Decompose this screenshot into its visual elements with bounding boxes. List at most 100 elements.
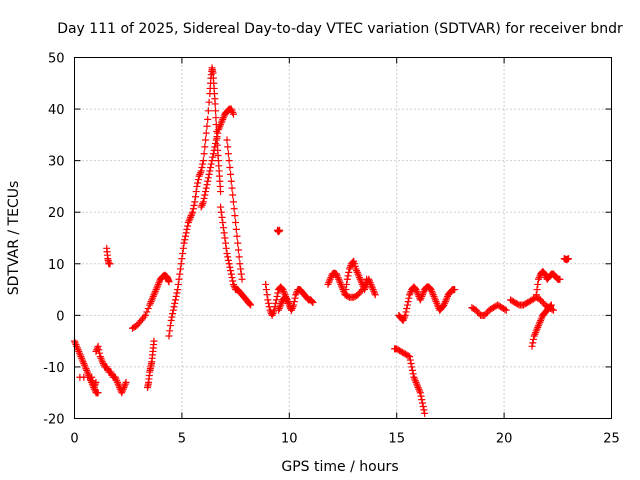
data-point: [198, 201, 206, 209]
series-arc-h: [197, 105, 237, 211]
data-point: [223, 249, 231, 257]
data-point: [546, 303, 554, 311]
data-point: [216, 122, 224, 130]
data-point: [210, 146, 218, 154]
data-point: [345, 265, 353, 273]
data-point: [92, 378, 100, 386]
data-point: [204, 107, 212, 115]
data-point: [209, 153, 217, 161]
series-arc-s: [560, 255, 573, 264]
data-point: [174, 280, 182, 288]
data-point: [209, 150, 217, 158]
data-point: [72, 341, 80, 349]
data-point: [79, 358, 87, 366]
data-point: [146, 301, 154, 309]
data-point: [94, 342, 102, 350]
data-point: [413, 382, 421, 390]
x-tick-label: 15: [388, 432, 405, 447]
x-tick-label: 5: [178, 432, 186, 447]
data-point: [277, 301, 285, 309]
data-point: [442, 296, 450, 304]
data-point: [172, 292, 180, 300]
data-point: [154, 280, 162, 288]
data-point: [113, 377, 121, 385]
data-point: [73, 344, 81, 352]
data-point: [413, 380, 421, 388]
data-point: [430, 292, 438, 300]
data-point: [277, 299, 285, 307]
data-point: [165, 278, 173, 286]
data-point: [226, 164, 234, 172]
data-point: [203, 122, 211, 130]
data-point: [276, 226, 284, 234]
data-point: [88, 373, 96, 381]
data-point: [404, 298, 412, 306]
data-point: [411, 377, 419, 385]
data-point: [199, 157, 207, 165]
data-point: [431, 296, 439, 304]
data-point: [529, 335, 537, 343]
plot-frame: [74, 57, 612, 419]
data-point: [371, 289, 379, 297]
data-point: [98, 356, 106, 364]
data-point: [107, 368, 115, 376]
data-point: [443, 294, 451, 302]
data-point: [189, 208, 197, 216]
data-point: [262, 280, 270, 288]
y-tick-label: 0: [56, 309, 64, 324]
data-point: [529, 339, 537, 347]
data-point: [418, 291, 426, 299]
data-point: [214, 129, 222, 137]
data-point: [405, 294, 413, 302]
data-point: [171, 296, 179, 304]
data-point: [335, 277, 343, 285]
y-tick-label: 40: [48, 103, 65, 118]
data-point: [200, 194, 208, 202]
data-point: [274, 289, 282, 297]
data-point: [528, 342, 536, 350]
data-point: [118, 389, 126, 397]
data-point: [224, 150, 232, 158]
data-point: [121, 380, 129, 388]
data-point: [418, 399, 426, 407]
data-point: [173, 289, 181, 297]
data-point: [223, 136, 231, 144]
data-point: [291, 294, 299, 302]
data-point: [227, 270, 235, 278]
data-point: [325, 277, 333, 285]
axis-ticks: [74, 57, 612, 419]
series-arc-n: [395, 283, 459, 325]
series-arc-a: [71, 337, 102, 397]
data-point: [233, 232, 241, 240]
data-point: [370, 287, 378, 295]
data-point: [187, 212, 195, 220]
data-point: [406, 289, 414, 297]
data-point: [225, 260, 233, 268]
data-point: [201, 191, 209, 199]
data-point: [349, 258, 357, 266]
data-point: [409, 370, 417, 378]
data-point: [177, 260, 185, 268]
data-point: [143, 308, 151, 316]
data-point: [401, 311, 409, 319]
data-point: [534, 280, 542, 288]
data-point: [78, 354, 86, 362]
data-point: [416, 389, 424, 397]
data-point: [212, 107, 220, 115]
data-point: [189, 205, 197, 213]
data-point: [285, 299, 293, 307]
y-tick-label: -20: [43, 413, 64, 428]
series-arc-j2: [275, 293, 295, 314]
data-point: [147, 298, 155, 306]
series-arc-o: [468, 301, 510, 319]
data-point: [411, 375, 419, 383]
data-point: [279, 286, 287, 294]
data-point: [283, 296, 291, 304]
data-point: [184, 219, 192, 227]
data-point: [82, 365, 90, 373]
data-point: [247, 301, 255, 309]
series-arc-a2: [76, 373, 100, 392]
data-point: [287, 306, 295, 314]
data-point: [175, 275, 183, 283]
chart-title: Day 111 of 2025, Sidereal Day-to-day VTE…: [57, 21, 623, 37]
